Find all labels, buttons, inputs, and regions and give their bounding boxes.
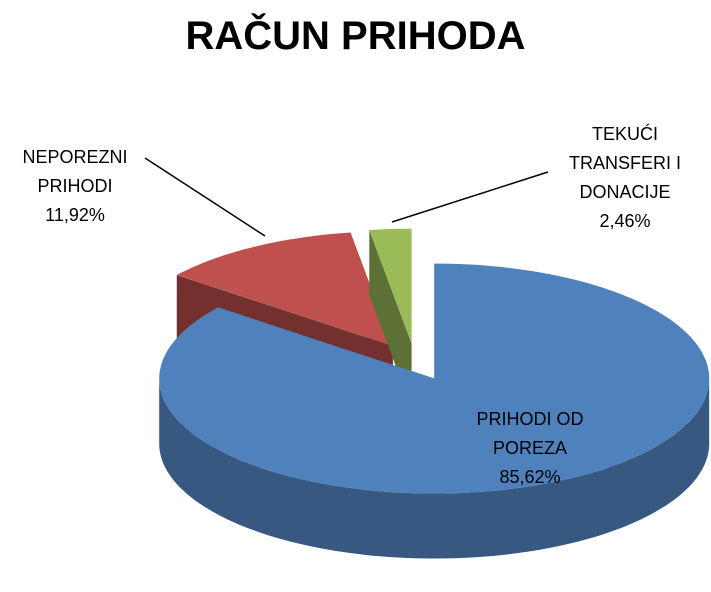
leader-line	[391, 171, 549, 223]
slice-wall	[369, 230, 412, 409]
value-label: 85,62%	[499, 467, 561, 487]
slice-top	[176, 232, 393, 347]
slice	[159, 263, 710, 559]
pie	[159, 228, 710, 559]
slice-top	[369, 228, 412, 344]
value-label: 11,92%	[45, 205, 105, 225]
category-label: PRIHODI OD POREZA	[476, 409, 584, 458]
value-label: 2,46%	[599, 211, 651, 231]
slice-label: PRIHODI OD POREZA 85,62%	[450, 405, 610, 492]
slice	[369, 228, 412, 409]
slice-top	[159, 263, 710, 494]
slice-label: TEKUĆI TRANSFERI I DONACIJE 2,46%	[555, 120, 695, 236]
category-label: TEKUĆI TRANSFERI I DONACIJE	[568, 124, 681, 202]
leader-line	[144, 157, 266, 237]
slice-side	[159, 378, 710, 559]
chart-title: RAČUN PRIHODA	[185, 14, 526, 58]
slice-label: NEPOREZNI PRIHODI 11,92%	[5, 143, 145, 230]
category-label: NEPOREZNI PRIHODI	[22, 147, 128, 196]
